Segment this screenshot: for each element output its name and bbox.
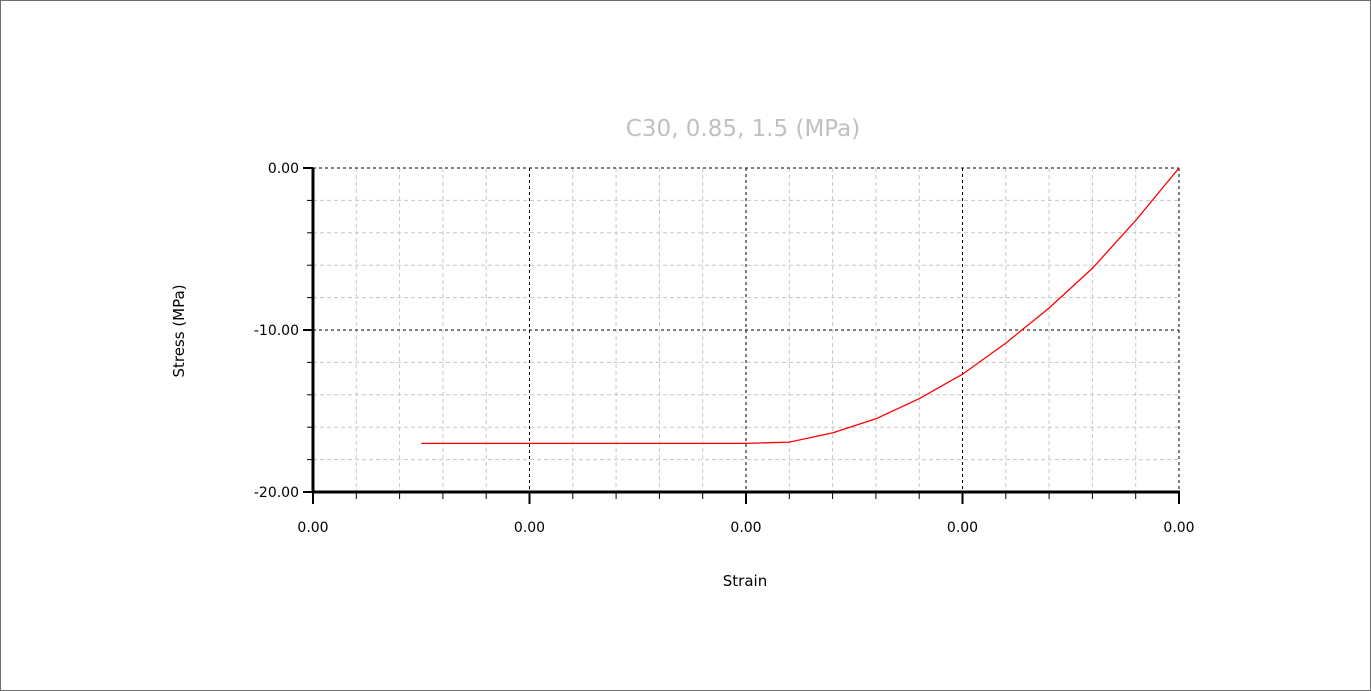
y-tick-label: 0.00 [268, 161, 299, 177]
grid [313, 167, 1180, 492]
axes [303, 167, 1180, 504]
tick-labels: 0.00 -10.00 -20.00 0.00 0.00 0.00 0.00 0.00 [254, 161, 1195, 536]
chart-title: C30, 0.85, 1.5 (MPa) [626, 116, 860, 142]
x-tick-label: 0.00 [730, 520, 761, 536]
x-tick-label: 0.00 [297, 520, 328, 536]
y-axis-title: Stress (MPa) [170, 284, 188, 377]
x-tick-label: 0.00 [514, 520, 545, 536]
x-tick-label: 0.00 [947, 520, 978, 536]
y-tick-label: -10.00 [254, 323, 299, 339]
y-tick-label: -20.00 [254, 485, 299, 501]
series-layer [421, 167, 1180, 445]
x-axis-title: Strain [723, 572, 767, 590]
x-tick-label: 0.00 [1163, 520, 1194, 536]
stress-strain-line [421, 167, 1180, 445]
